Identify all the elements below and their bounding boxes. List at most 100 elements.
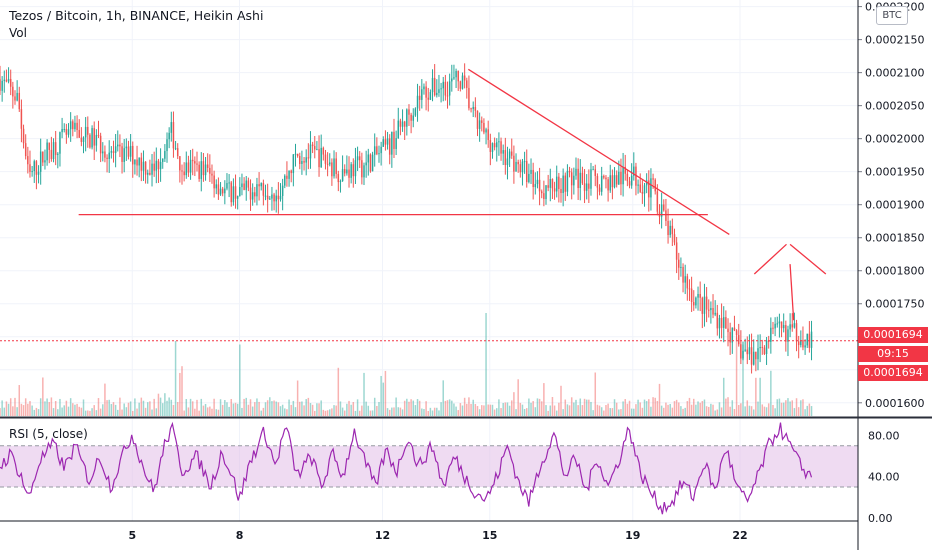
volume-bar	[607, 403, 609, 416]
candle-body	[63, 128, 65, 130]
volume-bar	[429, 407, 432, 416]
rsi-panel[interactable]: 80.00 40.00 0.00	[0, 421, 900, 525]
volume-bar	[316, 403, 318, 416]
volume-bar	[93, 405, 95, 416]
volume-bar	[412, 400, 415, 416]
candle-body	[564, 175, 567, 192]
candle-body	[57, 153, 59, 155]
volume-bar	[168, 397, 170, 416]
volume-bar	[701, 401, 704, 416]
volume-bar	[609, 408, 611, 416]
volume-bar	[534, 407, 537, 416]
candle-body	[95, 134, 98, 146]
candle-body	[543, 193, 545, 200]
candle-body	[718, 317, 721, 329]
price-tick-label: 0.0001900	[865, 199, 925, 212]
candle-body	[296, 153, 299, 156]
candle-body	[785, 325, 787, 342]
volume-bar	[474, 404, 477, 416]
candle-body	[444, 81, 447, 96]
volume-bar	[69, 398, 72, 416]
candle-body	[395, 138, 397, 149]
candle-body	[326, 163, 329, 165]
candle-body	[311, 144, 314, 147]
candle-body	[504, 150, 507, 166]
candle-body	[44, 160, 46, 163]
currency-button[interactable]: BTC	[876, 6, 908, 25]
volume-bar	[281, 404, 284, 416]
volume-bar	[247, 404, 250, 416]
volume-bar	[151, 409, 153, 416]
volume-bar	[806, 405, 808, 416]
volume-bar	[397, 407, 400, 416]
candle-body	[532, 169, 534, 188]
candle-body	[228, 182, 230, 184]
trend-drawings[interactable]	[78, 68, 827, 321]
candle-body	[600, 175, 603, 192]
volume-bar	[669, 403, 671, 416]
candle-body	[498, 141, 500, 143]
volume-bar	[74, 404, 76, 416]
candle-body	[748, 347, 751, 355]
candle-body	[588, 183, 590, 189]
candle-body	[418, 95, 421, 100]
candle-body	[386, 138, 389, 145]
candle-body	[810, 331, 813, 348]
volume-bar	[318, 403, 320, 416]
candle-body	[343, 169, 346, 174]
volume-bar	[525, 408, 528, 416]
candle-body	[356, 156, 359, 161]
candlestick-series[interactable]	[0, 63, 858, 374]
candle-body	[740, 344, 742, 359]
candle-body	[80, 137, 83, 142]
candle-body	[615, 175, 618, 185]
rsi-line	[0, 421, 813, 515]
candle-body	[196, 163, 198, 165]
volume-bar	[637, 399, 639, 416]
volume-bar	[234, 402, 237, 416]
candle-body	[106, 157, 108, 159]
volume-bar	[455, 406, 457, 416]
volume-bar	[333, 405, 335, 416]
candle-body	[303, 161, 305, 163]
volume-bar	[714, 410, 716, 416]
volume-bar	[0, 408, 1, 416]
candle-body	[161, 158, 164, 162]
volume-bar	[752, 409, 755, 416]
volume-bar	[219, 399, 222, 416]
candle-body	[695, 297, 697, 306]
volume-bar	[202, 405, 205, 416]
candle-body	[470, 108, 472, 110]
volume-bar	[515, 409, 517, 416]
volume-bar	[746, 400, 749, 416]
volume-bar	[463, 397, 466, 416]
candle-body	[397, 120, 400, 139]
candle-body	[29, 164, 31, 172]
volume-bar	[125, 407, 128, 416]
candle-body	[170, 122, 173, 133]
volume-bar	[466, 403, 468, 416]
candle-body	[89, 134, 91, 148]
candle-body	[110, 151, 113, 153]
volume-bar	[157, 393, 160, 416]
candle-body	[102, 151, 104, 154]
volume-bar	[27, 403, 29, 416]
candle-body	[217, 184, 220, 195]
volume-bar	[307, 397, 310, 416]
candle-body	[558, 176, 560, 189]
volume-bar	[132, 410, 134, 416]
volume-bar	[605, 405, 607, 416]
price-tick-label: 0.0001850	[865, 232, 925, 245]
candle-body	[511, 151, 513, 156]
volume-bar	[369, 410, 372, 416]
volume-bar	[774, 408, 776, 416]
volume-bar	[789, 401, 791, 416]
volume-bar	[331, 408, 333, 416]
volume-bar	[650, 406, 652, 416]
volume-bar	[648, 399, 650, 416]
volume-bar	[588, 399, 590, 416]
volume-label: Vol	[9, 26, 27, 40]
candle-body	[742, 350, 744, 359]
candle-body	[693, 302, 695, 306]
